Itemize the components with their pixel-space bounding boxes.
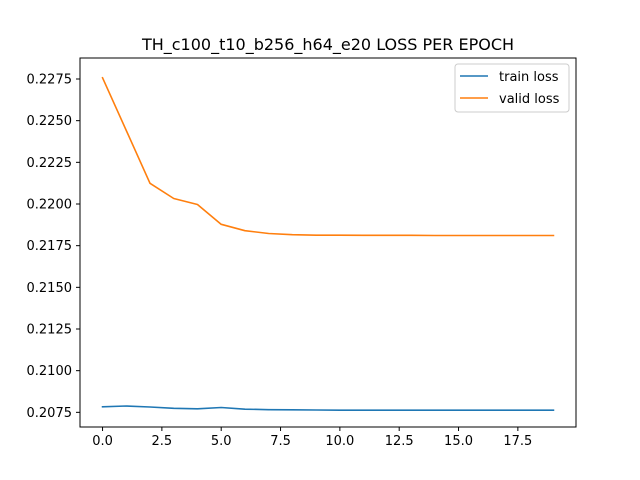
- axes: 0.0 2.5 5.0 7.5 10.0 12.5 15.0 17.5 0.2075 0.2100…: [27, 57, 577, 449]
- plot-area: [101, 76, 555, 411]
- y-tick-label: 0.2100: [27, 364, 73, 379]
- y-tick-label: 0.2250: [27, 114, 73, 129]
- x-tick-label: 5.0: [211, 434, 232, 449]
- y-tick-label: 0.2175: [27, 239, 73, 254]
- y-tick-label: 0.2125: [27, 323, 73, 338]
- legend-label: train loss: [499, 70, 559, 85]
- legend-label: valid loss: [499, 92, 560, 107]
- y-tick-label: 0.2200: [27, 198, 73, 213]
- x-tick-label: 2.5: [152, 434, 173, 449]
- chart-title: TH_c100_t10_b256_h64_e20 LOSS PER EPOCH: [141, 35, 514, 55]
- x-tick-label: 12.5: [385, 434, 414, 449]
- axes-frame: [79, 57, 577, 428]
- y-tick-label: 0.2075: [27, 406, 73, 421]
- x-tick-label: 17.5: [503, 434, 532, 449]
- x-tick-label: 15.0: [444, 434, 473, 449]
- y-tick-label: 0.2150: [27, 281, 73, 296]
- x-tick-label: 0.0: [92, 434, 113, 449]
- series-line-train-loss: [101, 405, 555, 411]
- y-tick-label: 0.2225: [27, 156, 73, 171]
- legend: train loss valid loss: [454, 63, 570, 113]
- x-tick-label: 10.0: [325, 434, 354, 449]
- x-tick-label: 7.5: [270, 434, 291, 449]
- y-tick-label: 0.2275: [27, 73, 73, 88]
- series-line-valid-loss: [101, 76, 555, 237]
